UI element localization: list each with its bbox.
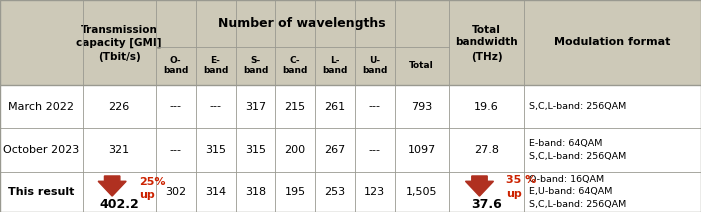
Text: 793: 793 (411, 102, 433, 112)
Text: 321: 321 (109, 145, 130, 155)
Text: 314: 314 (205, 187, 226, 197)
Text: Total: Total (409, 61, 434, 70)
Text: up: up (506, 189, 522, 199)
Text: March 2022: March 2022 (8, 102, 74, 112)
Text: Number of wavelengths: Number of wavelengths (218, 17, 386, 30)
Text: 35 %: 35 % (506, 175, 536, 185)
Text: ---: --- (170, 145, 182, 155)
Text: This result: This result (8, 187, 74, 197)
Text: S-
band: S- band (243, 56, 268, 75)
Text: L-
band: L- band (322, 56, 348, 75)
Text: ---: --- (369, 102, 381, 112)
Text: 195: 195 (285, 187, 306, 197)
Text: 315: 315 (205, 145, 226, 155)
Text: 302: 302 (165, 187, 186, 197)
Text: (Tbit/s): (Tbit/s) (98, 52, 140, 62)
Text: 267: 267 (324, 145, 346, 155)
Text: 315: 315 (245, 145, 266, 155)
Bar (0, 0, 701, 85)
Text: C-
band: C- band (283, 56, 308, 75)
Bar (0, 172, 701, 212)
Text: U-
band: U- band (362, 56, 388, 75)
Text: up: up (139, 190, 154, 200)
Text: 37.6: 37.6 (471, 198, 502, 211)
Text: O-band: 16QAM
E,U-band: 64QAM
S,C,L-band: 256QAM: O-band: 16QAM E,U-band: 64QAM S,C,L-band… (529, 175, 626, 209)
Text: 215: 215 (285, 102, 306, 112)
Text: ---: --- (369, 145, 381, 155)
Text: 27.8: 27.8 (474, 145, 499, 155)
Text: bandwidth: bandwidth (455, 37, 518, 47)
Text: capacity [GMI]: capacity [GMI] (76, 37, 162, 47)
Text: 200: 200 (285, 145, 306, 155)
Text: Transmission: Transmission (81, 25, 158, 35)
Text: 318: 318 (245, 187, 266, 197)
Text: 226: 226 (109, 102, 130, 112)
Text: ---: --- (170, 102, 182, 112)
Text: (THz): (THz) (470, 52, 503, 62)
Text: 19.6: 19.6 (474, 102, 499, 112)
Text: E-
band: E- band (203, 56, 229, 75)
Text: 317: 317 (245, 102, 266, 112)
FancyArrow shape (465, 176, 494, 196)
Text: 1,505: 1,505 (406, 187, 437, 197)
Text: Modulation format: Modulation format (554, 37, 671, 47)
Bar (0, 85, 701, 128)
Text: 1097: 1097 (407, 145, 436, 155)
Text: 25%: 25% (139, 177, 165, 187)
FancyArrow shape (98, 176, 126, 196)
Text: 402.2: 402.2 (100, 198, 139, 211)
Text: S,C,L-band: 256QAM: S,C,L-band: 256QAM (529, 102, 626, 111)
Text: 253: 253 (324, 187, 346, 197)
Text: Total: Total (472, 25, 501, 35)
Text: October 2023: October 2023 (4, 145, 79, 155)
Bar (0, 128, 701, 172)
Text: E-band: 64QAM
S,C,L-band: 256QAM: E-band: 64QAM S,C,L-band: 256QAM (529, 139, 626, 161)
Text: ---: --- (210, 102, 222, 112)
Text: 123: 123 (364, 187, 386, 197)
Text: O-
band: O- band (163, 56, 189, 75)
Text: 261: 261 (324, 102, 346, 112)
